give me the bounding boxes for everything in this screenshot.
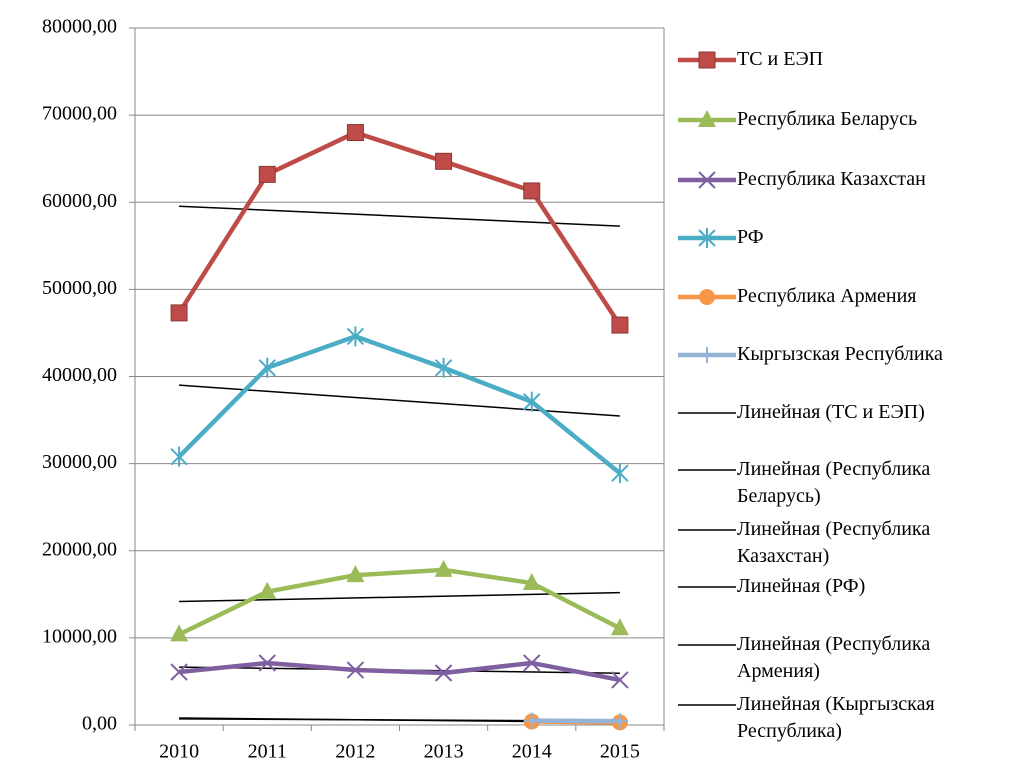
marker [170,663,188,681]
marker-shape [523,182,541,200]
marker [435,152,453,170]
marker [258,581,277,599]
marker-shape [698,228,716,248]
y-tick-label: 0,00 [82,713,117,735]
marker [698,228,716,248]
y-tick-label: 10000,00 [42,625,117,647]
x-tick-label: 2015 [600,741,640,763]
marker-shape [523,391,541,412]
y-tick-label: 40000,00 [42,364,117,386]
legend-label: Республика Беларусь [737,108,918,130]
y-tick-label: 20000,00 [42,538,117,560]
marker [434,664,453,682]
marker-shape [522,572,541,590]
marker [170,304,188,322]
marker-shape [611,316,629,334]
y-tick-label: 30000,00 [42,451,117,473]
marker [170,624,189,642]
marker [434,559,453,577]
marker-shape [699,289,715,305]
marker-shape [610,618,629,636]
marker [523,654,541,672]
marker-shape [611,713,628,730]
x-tick-label: 2010 [159,741,199,763]
marker-shape [698,171,716,189]
y-tick-label: 70000,00 [42,103,117,125]
legend-label: ТС и ЕЭП [737,48,824,70]
marker-shape [170,304,188,322]
marker [611,671,629,689]
legend-label: Республика Армения [737,285,917,307]
marker [698,110,716,127]
x-tick-label: 2011 [248,741,287,763]
marker [698,171,716,189]
legend-label: Республика Казахстан [737,168,926,190]
marker-shape [434,357,453,378]
marker [258,165,276,183]
marker [611,463,629,484]
marker-shape [434,559,453,577]
y-tick-label: 50000,00 [42,277,117,299]
marker [523,712,540,729]
marker-shape [346,326,365,347]
legend-label: Линейная (Республика Беларусь) [737,458,931,507]
marker-shape [698,110,716,127]
y-tick-label: 80000,00 [42,16,117,38]
marker [346,326,365,347]
legend-label: Кыргызская Республика [737,343,943,365]
legend-label: Линейная (Республика Казахстан) [737,518,931,567]
marker [522,572,541,590]
marker [258,357,276,378]
marker [346,565,365,583]
x-tick-label: 2012 [335,741,375,763]
marker [523,182,541,200]
marker [434,357,453,378]
marker [346,124,364,142]
marker [258,654,276,672]
x-tick-label: 2014 [512,741,552,763]
x-tick-label: 2013 [424,741,464,763]
marker [699,347,715,363]
legend-label: Линейная (Республика Армения) [737,633,931,682]
legend-label: РФ [737,226,764,248]
marker [698,51,716,69]
marker [611,713,628,730]
marker-shape [611,671,629,689]
marker-shape [699,347,715,363]
marker-shape [434,664,453,682]
marker-shape [611,463,629,484]
marker-shape [435,152,453,170]
marker-shape [170,624,189,642]
marker-shape [346,661,365,679]
marker-shape [170,446,188,467]
series-line [178,567,621,637]
series-line [178,660,621,683]
y-tick-label: 60000,00 [42,190,117,212]
legend-label: Линейная (РФ) [737,575,866,597]
marker-shape [258,165,276,183]
legend-label: Линейная (ТС и ЕЭП) [737,401,925,423]
marker-shape [170,663,188,681]
trendline [179,205,620,227]
series-line [177,130,622,327]
marker-shape [698,51,716,69]
marker [610,618,629,636]
marker-shape [258,357,276,378]
marker-shape [258,581,277,599]
marker-shape [523,654,541,672]
marker-shape [258,654,276,672]
marker [170,446,188,467]
legend-label: Линейная (Кыргызская Республика) [737,693,935,742]
marker-shape [346,124,364,142]
marker [611,316,629,334]
marker [346,661,365,679]
series-line [177,334,622,475]
marker-shape [346,565,365,583]
marker [523,391,541,412]
marker-shape [523,712,540,729]
marker [699,289,715,305]
